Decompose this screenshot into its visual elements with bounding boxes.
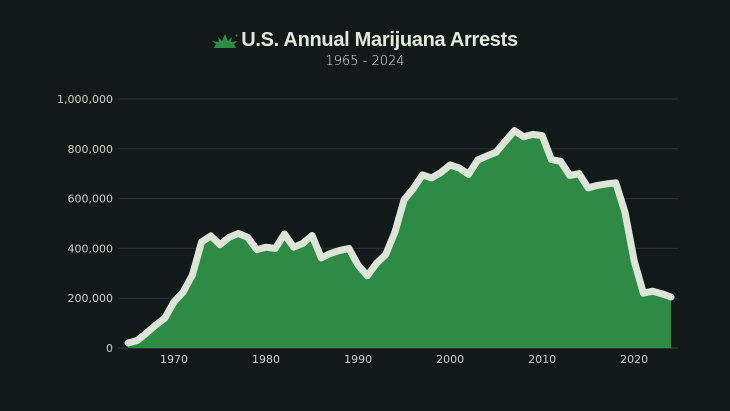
x-tick-label: 1970 [160,353,188,366]
y-tick-label: 1,000,000 [57,93,113,106]
chart-title: U.S. Annual Marijuana Arrests [241,29,518,51]
x-tick-label: 2010 [528,353,556,366]
data-points [127,130,672,344]
y-axis-ticks: 0 200,000 400,000 600,000 800,000 1,000,000 [57,93,113,355]
chart-subtitle: 1965 - 2024 [325,54,405,69]
y-tick-label: 600,000 [68,193,114,206]
x-tick-label: 1990 [344,353,372,366]
y-tick-label: 0 [106,342,113,355]
chart-title-row: U.S. Annual Marijuana Arrests [0,29,730,52]
x-tick-label: 2020 [620,353,648,366]
y-tick-label: 800,000 [68,143,114,156]
x-tick-label: 1980 [252,353,280,366]
x-tick-label: 2000 [436,353,464,366]
arrests-area [128,130,671,348]
y-tick-label: 400,000 [68,242,114,255]
y-tick-label: 200,000 [68,292,114,305]
arrests-line [124,127,675,347]
cannabis-leaf-logo-icon [212,34,239,48]
x-axis-ticks: 1970 1980 1990 2000 2010 2020 [160,353,648,366]
